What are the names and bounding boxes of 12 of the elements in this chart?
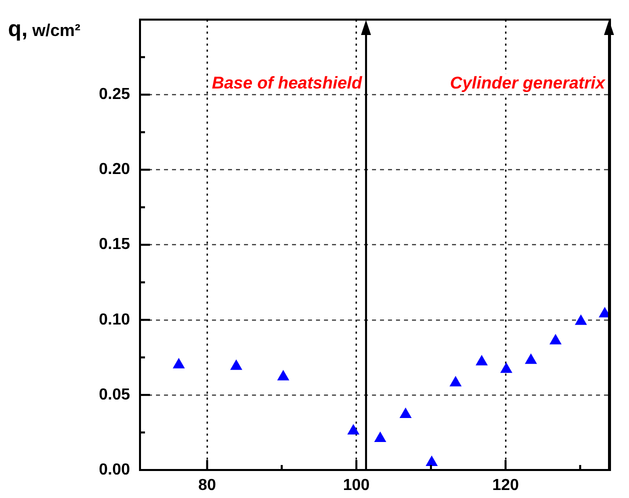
y-tick-label: 0.05 bbox=[98, 386, 130, 404]
ref-line-label: Base of heatshield bbox=[212, 74, 363, 93]
y-tick-label: 0.20 bbox=[98, 161, 130, 178]
y-tick-label: 0.25 bbox=[98, 86, 130, 104]
y-tick-label: 0.15 bbox=[98, 236, 130, 254]
x-tick-label: 80 bbox=[198, 477, 216, 494]
x-tick-label: 100 bbox=[343, 477, 370, 494]
ref-line-label: Cylinder generatrix bbox=[450, 74, 607, 93]
y-axis-title: q, w/cm² bbox=[8, 16, 81, 41]
y-tick-label: 0.10 bbox=[98, 311, 130, 328]
x-tick-label: 120 bbox=[492, 477, 519, 494]
y-tick-label: 0.00 bbox=[98, 461, 130, 478]
